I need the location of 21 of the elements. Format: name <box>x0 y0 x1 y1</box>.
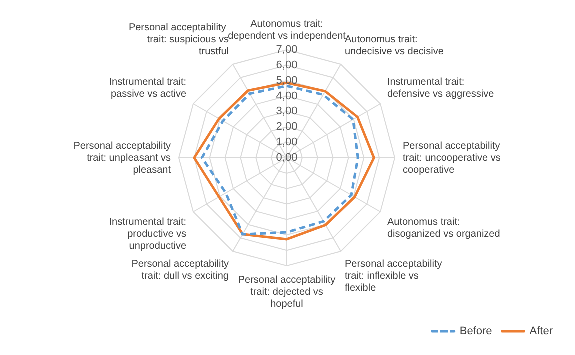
spoke-label: Autonomus trait: undecisive vs decisive <box>345 34 444 58</box>
spoke-label: Instrumental trait: defensive vs aggressive <box>387 76 495 100</box>
spoke-label: Personal acceptability trait: unpleasant vs pleasant <box>74 140 172 176</box>
y-tick-label: 2,00 <box>276 121 298 134</box>
spoke-label: Instrumental trait: passive vs active <box>109 76 187 100</box>
legend-label: Before <box>460 326 492 338</box>
spoke-label: Personal acceptability trait: suspicious vs trustful <box>128 22 229 58</box>
spoke-label: Personal acceptability trait: inflexible vs flexible <box>345 259 442 294</box>
spoke-label: Instrumental trait: productive vs unproductive <box>109 216 187 252</box>
spoke-label: Personal acceptability trait: dejected vs hopeful <box>238 274 336 310</box>
y-tick-label: 6,00 <box>276 59 298 72</box>
y-tick-label: 4,00 <box>276 90 298 102</box>
y-tick-label: 7,00 <box>276 44 298 56</box>
spoke-label: Personal acceptability trait: dull vs exciting <box>132 259 229 282</box>
spoke-label: Autonomus trait: disoganized vs organized <box>387 216 500 240</box>
y-tick-label: 1,00 <box>276 136 298 149</box>
y-tick-label: 3,00 <box>276 106 298 118</box>
spoke-label: Autonomus trait: dependent vs independent <box>228 18 346 42</box>
y-tick-label: 0,00 <box>276 152 298 164</box>
spoke-label: Personal acceptability trait: uncooperative vs cooperative <box>403 140 501 176</box>
legend-label: After <box>530 326 554 338</box>
